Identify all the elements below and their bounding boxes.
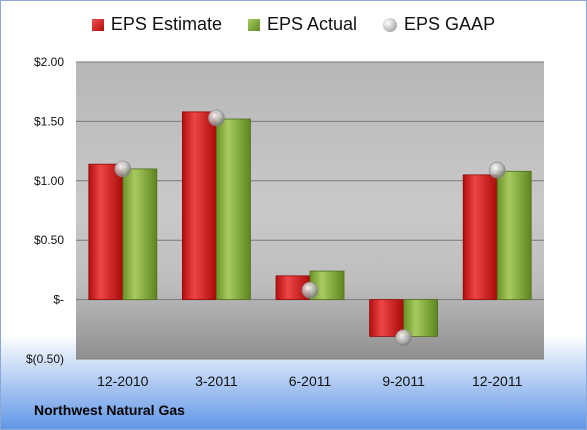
legend-item-estimate: EPS Estimate [91, 14, 222, 35]
bar-eps-estimate [88, 163, 124, 301]
bar-eps-actual [122, 168, 158, 300]
y-tick-label: $- [53, 293, 64, 307]
bar-eps-estimate [181, 111, 217, 300]
x-tick-label: 12-2011 [472, 373, 523, 389]
gaap-points [114, 109, 506, 346]
legend: EPS Estimate EPS Actual EPS GAAP [0, 14, 587, 35]
company-name: Northwest Natural Gas [34, 402, 185, 418]
gaap-point [395, 329, 412, 346]
legend-label-gaap: EPS GAAP [404, 14, 496, 34]
y-tick-label: $2.00 [34, 55, 64, 69]
x-tick-label: 3-2011 [195, 373, 238, 389]
x-tick-label: 12-2010 [97, 373, 149, 389]
bar-eps-actual [403, 299, 439, 337]
legend-swatch-actual [247, 18, 260, 31]
legend-item-actual: EPS Actual [247, 14, 358, 35]
bar-eps-actual [496, 170, 532, 301]
y-axis-ticks: $(0.50) $- $0.50 $1.00 $1.50 $2.00 [26, 55, 64, 366]
bar-eps-actual [215, 118, 251, 301]
legend-label-actual: EPS Actual [266, 14, 358, 34]
bar-eps-estimate [462, 174, 498, 300]
x-axis-ticks: 12-2010 3-2011 6-2011 9-2011 12-2011 [97, 373, 522, 389]
gaap-point [114, 160, 132, 178]
y-tick-label: $0.50 [34, 233, 64, 247]
bar-eps-estimate [369, 299, 405, 337]
bars [88, 111, 532, 337]
gaap-point [208, 109, 225, 127]
legend-item-gaap: EPS GAAP [383, 14, 495, 35]
y-tick-label: $1.00 [34, 174, 64, 188]
y-tick-label: $1.50 [34, 114, 64, 128]
gaap-point [488, 161, 506, 179]
x-tick-label: 9-2011 [382, 373, 425, 389]
x-tick-label: 6-2011 [289, 373, 332, 389]
legend-swatch-estimate [91, 18, 104, 31]
gaap-point [301, 281, 319, 299]
legend-label-estimate: EPS Estimate [110, 14, 222, 34]
legend-swatch-gaap [383, 17, 398, 32]
y-tick-label: $(0.50) [26, 352, 64, 366]
